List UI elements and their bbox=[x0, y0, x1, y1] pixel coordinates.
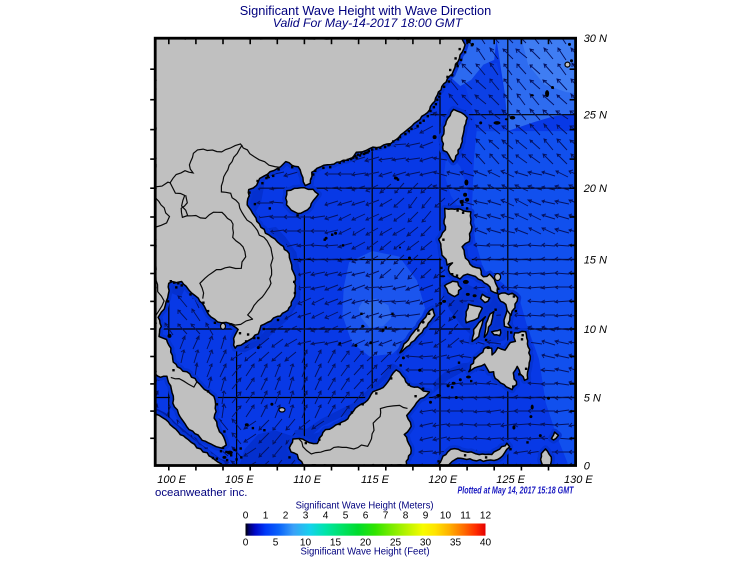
svg-text:40: 40 bbox=[480, 538, 492, 549]
svg-text:0: 0 bbox=[584, 460, 591, 472]
svg-text:10 N: 10 N bbox=[584, 324, 607, 336]
svg-text:25: 25 bbox=[390, 538, 402, 549]
svg-text:30 N: 30 N bbox=[584, 33, 607, 45]
svg-text:11: 11 bbox=[460, 511, 471, 522]
svg-text:5: 5 bbox=[273, 538, 279, 549]
svg-text:2: 2 bbox=[283, 511, 289, 522]
svg-text:7: 7 bbox=[383, 511, 389, 522]
svg-text:130 E: 130 E bbox=[564, 474, 593, 486]
svg-text:3: 3 bbox=[303, 511, 309, 522]
svg-text:30: 30 bbox=[420, 538, 432, 549]
svg-text:Significant Wave Height (Feet): Significant Wave Height (Feet) bbox=[301, 547, 430, 558]
svg-text:6: 6 bbox=[363, 511, 369, 522]
svg-text:35: 35 bbox=[450, 538, 462, 549]
svg-text:120 E: 120 E bbox=[428, 474, 457, 486]
svg-text:Significant Wave Height (Meter: Significant Wave Height (Meters) bbox=[296, 501, 434, 512]
svg-text:1: 1 bbox=[263, 511, 269, 522]
svg-text:125 E: 125 E bbox=[496, 474, 525, 486]
svg-text:100 E: 100 E bbox=[157, 474, 186, 486]
svg-text:20: 20 bbox=[360, 538, 372, 549]
svg-text:15: 15 bbox=[330, 538, 342, 549]
svg-text:5: 5 bbox=[343, 511, 349, 522]
svg-text:10: 10 bbox=[300, 538, 312, 549]
svg-text:9: 9 bbox=[423, 511, 429, 522]
svg-text:4: 4 bbox=[323, 511, 329, 522]
svg-text:0: 0 bbox=[243, 511, 249, 522]
svg-text:115 E: 115 E bbox=[361, 474, 390, 486]
svg-text:Valid For May-14-2017 18:00 GM: Valid For May-14-2017 18:00 GMT bbox=[273, 16, 464, 30]
svg-text:oceanweather inc.: oceanweather inc. bbox=[155, 487, 247, 499]
svg-text:0: 0 bbox=[243, 538, 249, 549]
svg-text:10: 10 bbox=[440, 511, 452, 522]
svg-text:Plotted at May 14, 2017 15:18: Plotted at May 14, 2017 15:18 GMT bbox=[458, 485, 575, 497]
svg-text:110 E: 110 E bbox=[293, 474, 322, 486]
svg-text:8: 8 bbox=[403, 511, 409, 522]
svg-text:20 N: 20 N bbox=[583, 183, 607, 195]
svg-text:12: 12 bbox=[480, 511, 492, 522]
svg-text:Significant Wave Height with W: Significant Wave Height with Wave Direct… bbox=[240, 3, 492, 18]
svg-text:105 E: 105 E bbox=[225, 474, 254, 486]
svg-text:25 N: 25 N bbox=[583, 110, 607, 122]
svg-text:5 N: 5 N bbox=[584, 392, 601, 404]
svg-text:15 N: 15 N bbox=[584, 254, 607, 266]
